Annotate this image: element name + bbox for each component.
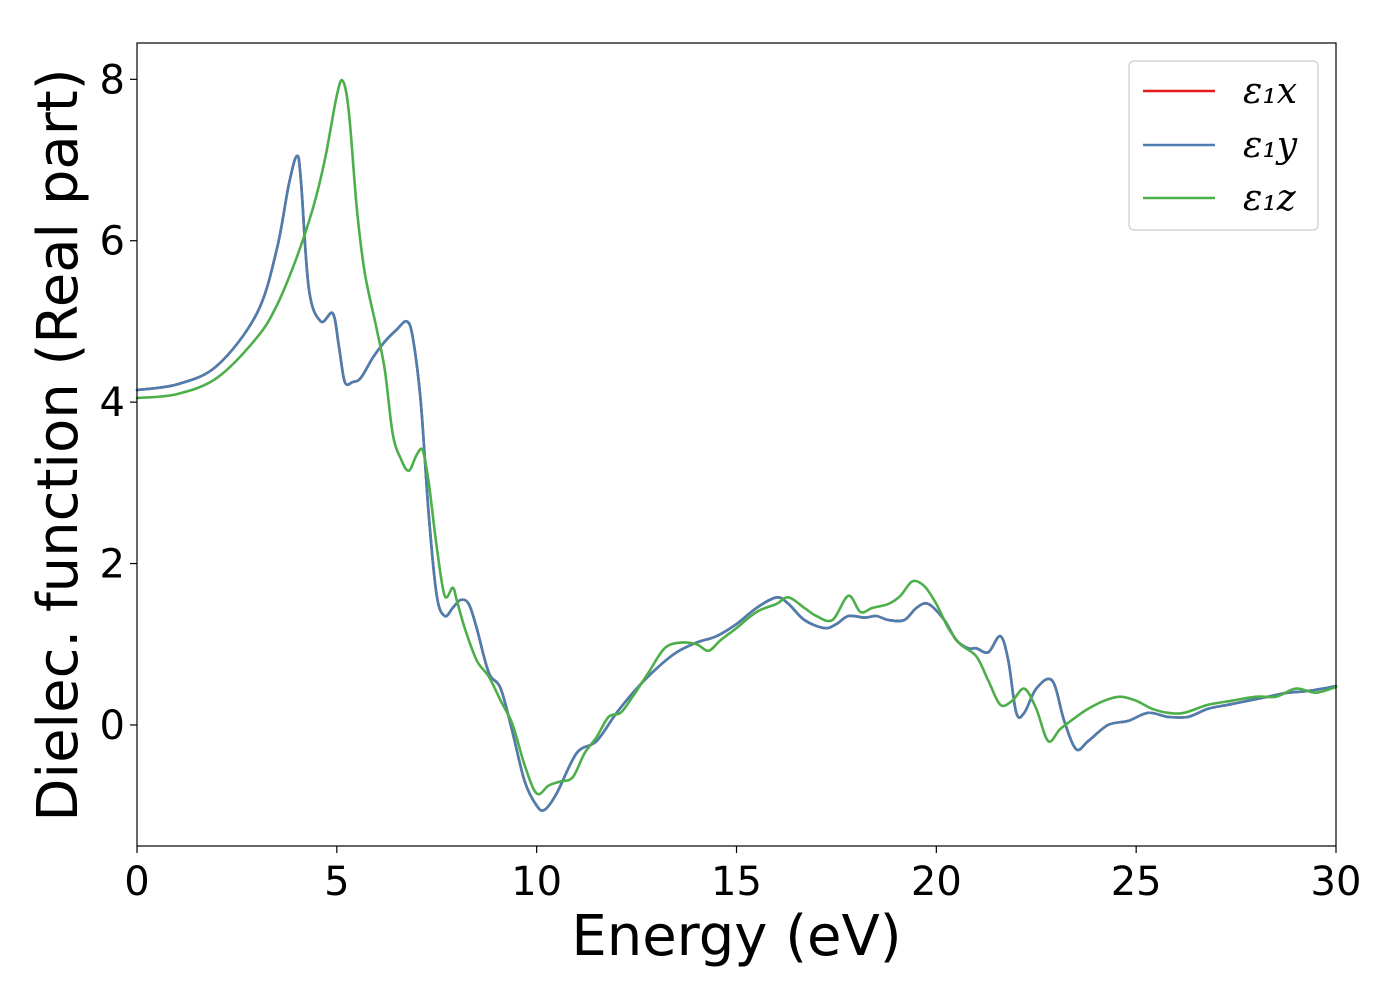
y-axis-label: Dielec. function (Real part) (26, 68, 91, 821)
series-line-eps1-y (135, 154, 1338, 812)
series-layer (135, 78, 1338, 812)
x-tick-label: 20 (911, 859, 962, 905)
x-axis-label: Energy (eV) (571, 904, 901, 969)
y-tick-layer: 0 2 4 6 8 (100, 57, 137, 749)
x-tick-label: 30 (1311, 859, 1362, 905)
legend-label-x: ε₁x (1243, 71, 1297, 112)
y-tick-label: 6 (100, 219, 125, 265)
series-line-eps1-z (135, 78, 1338, 796)
y-tick-label: 0 (100, 703, 125, 749)
x-tick-layer: 0 5 10 15 20 25 30 (124, 846, 1361, 905)
x-tick-label: 25 (1111, 859, 1162, 905)
y-tick-label: 8 (100, 57, 125, 103)
x-tick-label: 15 (711, 859, 762, 905)
y-tick-label: 2 (100, 542, 125, 588)
legend: ε₁x ε₁y ε₁z (1128, 60, 1319, 231)
legend-box (1128, 60, 1319, 231)
legend-label-y: ε₁y (1243, 125, 1298, 166)
legend-label-z: ε₁z (1243, 178, 1297, 219)
x-tick-label: 10 (511, 859, 562, 905)
x-tick-label: 5 (324, 859, 349, 905)
x-tick-label: 0 (124, 859, 149, 905)
y-tick-label: 4 (100, 380, 125, 426)
